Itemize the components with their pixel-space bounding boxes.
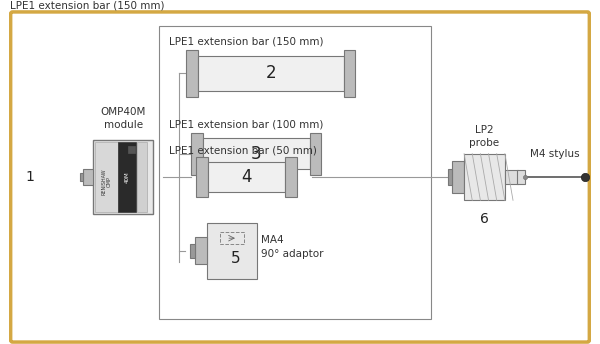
Bar xyxy=(452,161,464,193)
Text: 5: 5 xyxy=(231,251,241,266)
Text: M4 stylus: M4 stylus xyxy=(530,149,579,159)
Text: RENISHAW
OMP: RENISHAW OMP xyxy=(101,169,112,195)
Bar xyxy=(128,146,135,153)
Bar xyxy=(118,142,136,212)
Text: LPE1 extension bar (150 mm): LPE1 extension bar (150 mm) xyxy=(169,36,323,46)
Bar xyxy=(310,133,322,175)
Text: LPE1 extension bar (150 mm): LPE1 extension bar (150 mm) xyxy=(10,0,164,10)
FancyBboxPatch shape xyxy=(11,12,589,342)
Bar xyxy=(187,50,198,97)
Bar xyxy=(203,138,310,169)
Bar xyxy=(448,169,452,185)
Bar xyxy=(505,170,518,184)
Bar xyxy=(198,56,344,90)
Bar xyxy=(208,162,286,192)
Bar xyxy=(159,25,431,319)
Text: LPE1 extension bar (50 mm): LPE1 extension bar (50 mm) xyxy=(169,146,317,156)
Text: LPE1 extension bar (100 mm): LPE1 extension bar (100 mm) xyxy=(169,120,323,130)
Bar xyxy=(93,140,154,214)
Bar xyxy=(190,244,195,258)
Text: MA4
90° adaptor: MA4 90° adaptor xyxy=(261,235,323,258)
Bar xyxy=(137,142,148,212)
Text: 2: 2 xyxy=(266,64,276,82)
Bar xyxy=(83,169,93,185)
Bar xyxy=(207,223,257,279)
Bar xyxy=(286,157,297,197)
Bar xyxy=(196,157,208,197)
Bar xyxy=(344,50,355,97)
Bar xyxy=(464,154,505,200)
Bar xyxy=(95,142,118,212)
Bar xyxy=(518,173,523,181)
Text: 6: 6 xyxy=(480,212,489,226)
Text: 1: 1 xyxy=(26,170,35,184)
Bar xyxy=(80,173,83,181)
Bar xyxy=(220,232,244,244)
Text: 3: 3 xyxy=(251,145,262,163)
Bar xyxy=(195,237,207,265)
Bar xyxy=(191,133,203,175)
Text: LP2
probe: LP2 probe xyxy=(469,125,500,148)
Bar xyxy=(517,170,525,184)
Text: 4: 4 xyxy=(241,168,252,186)
Text: 40M: 40M xyxy=(125,171,130,183)
Text: OMP40M
module: OMP40M module xyxy=(101,107,146,130)
